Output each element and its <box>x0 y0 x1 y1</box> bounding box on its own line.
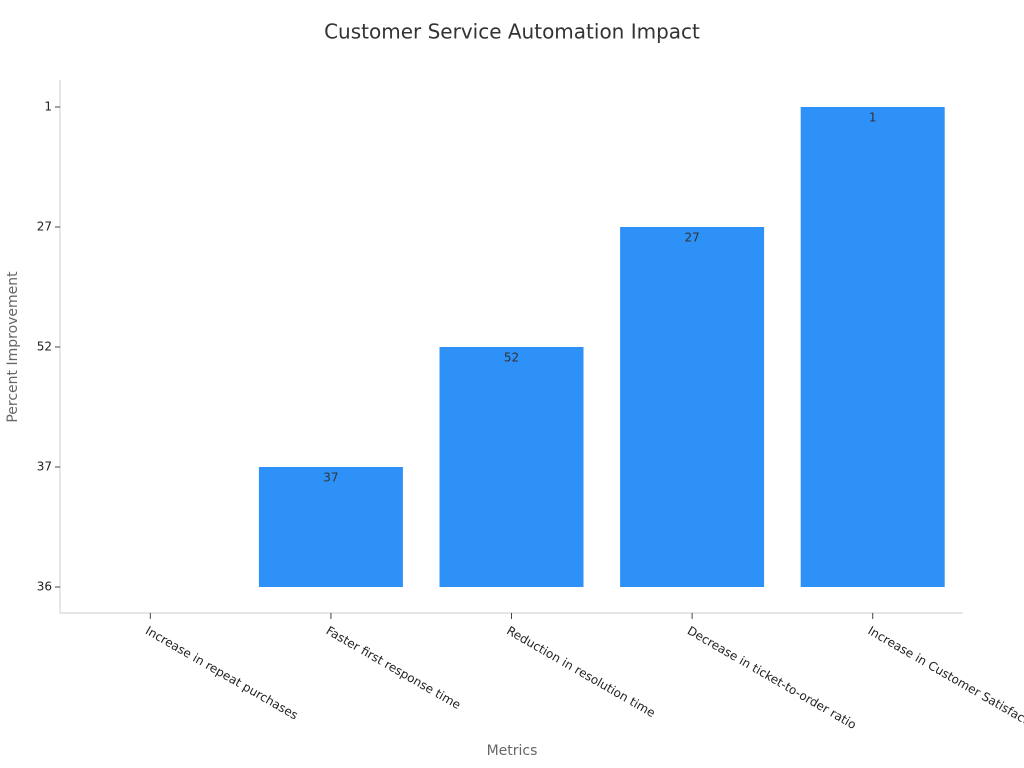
bar <box>258 467 403 587</box>
y-axis-label: Percent Improvement <box>5 271 21 423</box>
data-label: 27 <box>684 231 699 245</box>
x-tick-label: Increase in repeat purchases <box>143 624 300 723</box>
x-tick-label: Decrease in ticket-to-order ratio <box>685 624 859 732</box>
bar <box>800 107 945 587</box>
x-axis-label: Metrics <box>487 743 538 759</box>
chart-title: Customer Service Automation Impact <box>324 20 700 44</box>
data-label: 52 <box>504 351 519 365</box>
data-label: 37 <box>323 471 338 485</box>
y-tick-label: 1 <box>44 100 52 114</box>
y-tick-label: 37 <box>37 460 52 474</box>
y-tick-label: 52 <box>37 340 52 354</box>
x-tick-label: Faster first response time <box>324 624 463 713</box>
x-tick-label: Reduction in resolution time <box>504 624 657 721</box>
data-label: 1 <box>869 111 877 125</box>
y-tick-label: 27 <box>37 220 52 234</box>
x-tick-label: Increase in Customer Satisfaction (CSAT) <box>865 624 1024 759</box>
y-tick-label: 36 <box>37 580 52 594</box>
bar <box>439 347 584 587</box>
bar <box>620 227 765 587</box>
